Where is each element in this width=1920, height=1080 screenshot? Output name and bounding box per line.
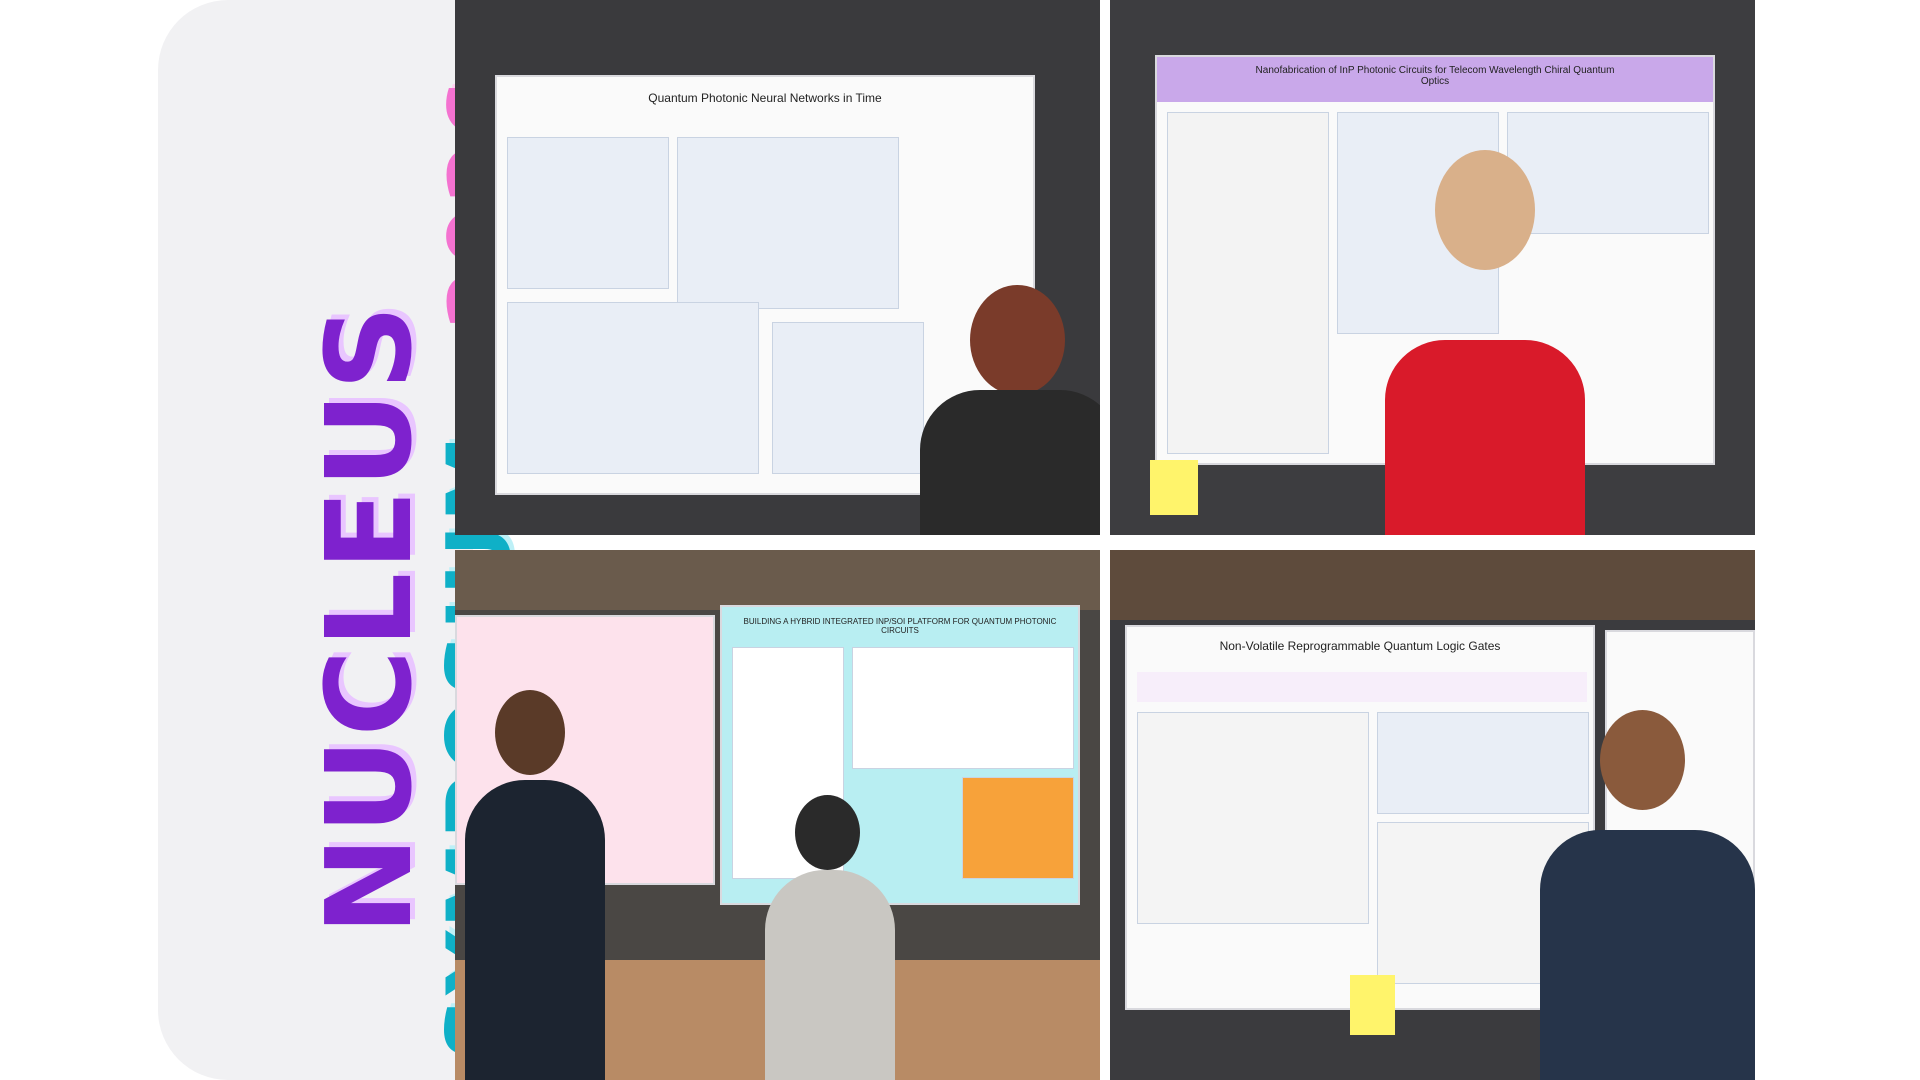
- person-body: [765, 870, 895, 1080]
- person-body: [465, 780, 605, 1080]
- poster-title: Non-Volatile Reprogrammable Quantum Logi…: [1219, 639, 1501, 653]
- person-body: [1385, 340, 1585, 535]
- poster-section: [1167, 112, 1329, 454]
- person-body: [1540, 830, 1755, 1080]
- poster-section: [507, 302, 759, 474]
- person: [495, 690, 565, 775]
- ceiling: [455, 550, 1100, 610]
- poster-section: [772, 322, 924, 474]
- photo-poster-4: Non-Volatile Reprogrammable Quantum Logi…: [1110, 550, 1755, 1080]
- photo-poster-3: BUILDING A HYBRID INTEGRATED INP/SOI PLA…: [455, 550, 1100, 1080]
- poster-board: Nanofabrication of InP Photonic Circuits…: [1155, 55, 1715, 465]
- title-panel: [158, 0, 473, 1080]
- poster-board: Non-Volatile Reprogrammable Quantum Logi…: [1125, 625, 1595, 1010]
- poster-heatmap: [962, 777, 1074, 879]
- poster-title: Nanofabrication of InP Photonic Circuits…: [1255, 65, 1615, 87]
- event-title-nucleus: NUCLEUS: [300, 303, 438, 935]
- poster-board: BUILDING A HYBRID INTEGRATED INP/SOI PLA…: [720, 605, 1080, 905]
- poster-title: Quantum Photonic Neural Networks in Time: [648, 91, 882, 105]
- poster-section: [677, 137, 899, 309]
- poster-section: [1137, 712, 1369, 924]
- poster-header: [1157, 57, 1713, 102]
- person: [1435, 150, 1535, 270]
- person: [1600, 710, 1685, 810]
- poster-title: BUILDING A HYBRID INTEGRATED INP/SOI PLA…: [743, 617, 1057, 635]
- person-body: [920, 390, 1100, 535]
- sticky-note: [1150, 460, 1198, 515]
- poster-section: [1377, 712, 1589, 814]
- sticky-note: [1350, 975, 1395, 1035]
- photo-poster-2: Nanofabrication of InP Photonic Circuits…: [1110, 0, 1755, 535]
- poster-section: [507, 137, 669, 289]
- person: [970, 285, 1065, 395]
- photo-poster-1: Quantum Photonic Neural Networks in Time: [455, 0, 1100, 535]
- poster-intro: [1137, 672, 1587, 702]
- poster-section: [1507, 112, 1709, 234]
- person: [795, 795, 860, 870]
- poster-board: Quantum Photonic Neural Networks in Time: [495, 75, 1035, 495]
- ceiling: [1110, 550, 1755, 620]
- poster-section: [852, 647, 1074, 769]
